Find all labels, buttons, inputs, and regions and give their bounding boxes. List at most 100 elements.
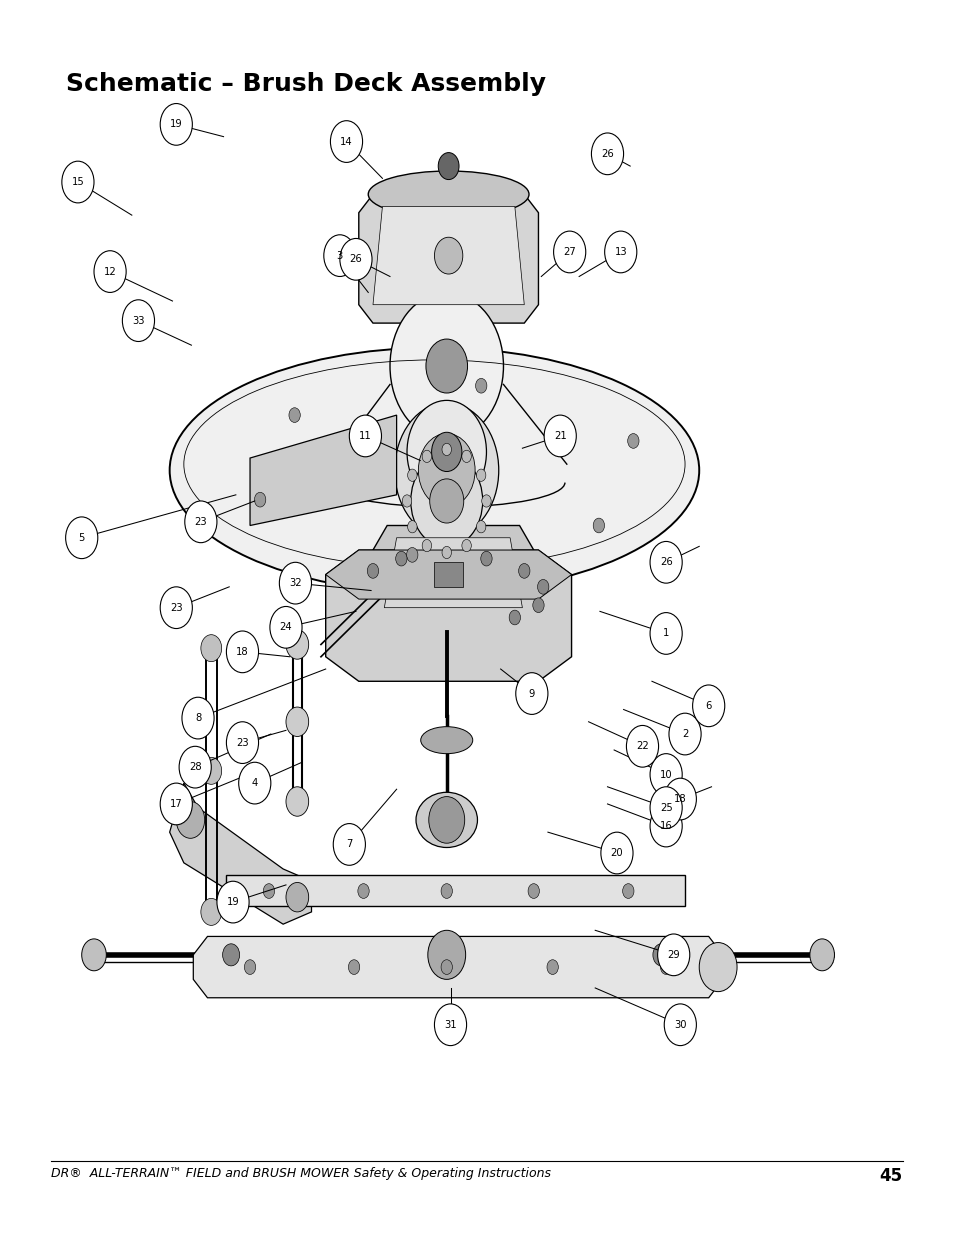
Circle shape xyxy=(182,698,213,739)
Circle shape xyxy=(652,944,669,966)
Circle shape xyxy=(429,479,463,524)
Circle shape xyxy=(201,757,221,784)
Circle shape xyxy=(546,960,558,974)
Circle shape xyxy=(66,517,98,558)
Circle shape xyxy=(201,898,221,925)
Circle shape xyxy=(402,495,412,508)
Text: 23: 23 xyxy=(236,737,249,747)
Text: 1: 1 xyxy=(662,629,669,638)
Circle shape xyxy=(160,104,193,146)
Circle shape xyxy=(537,579,548,594)
Circle shape xyxy=(440,884,452,898)
Text: 26: 26 xyxy=(600,149,613,159)
Polygon shape xyxy=(193,936,722,998)
Circle shape xyxy=(431,432,461,472)
Text: 21: 21 xyxy=(554,431,566,441)
Circle shape xyxy=(434,1004,466,1046)
Circle shape xyxy=(422,540,431,552)
Circle shape xyxy=(622,884,634,898)
Circle shape xyxy=(437,153,458,179)
Circle shape xyxy=(357,884,369,898)
Polygon shape xyxy=(325,550,571,682)
Circle shape xyxy=(226,721,258,763)
Text: 4: 4 xyxy=(252,778,257,788)
Text: 30: 30 xyxy=(674,1020,686,1030)
Circle shape xyxy=(244,960,255,974)
Circle shape xyxy=(323,235,355,277)
Circle shape xyxy=(263,884,274,898)
Ellipse shape xyxy=(170,347,699,593)
Circle shape xyxy=(441,443,451,456)
Circle shape xyxy=(425,340,467,393)
Circle shape xyxy=(160,783,193,825)
Circle shape xyxy=(532,598,543,613)
Text: 22: 22 xyxy=(636,741,648,751)
Text: 19: 19 xyxy=(227,897,239,906)
Text: 24: 24 xyxy=(279,622,292,632)
Polygon shape xyxy=(373,206,524,305)
Circle shape xyxy=(481,495,491,508)
Polygon shape xyxy=(250,415,396,526)
Circle shape xyxy=(657,934,689,976)
Text: 7: 7 xyxy=(346,840,353,850)
Circle shape xyxy=(395,551,407,566)
Circle shape xyxy=(809,939,834,971)
Circle shape xyxy=(348,960,359,974)
Circle shape xyxy=(434,237,462,274)
Circle shape xyxy=(516,673,547,714)
Circle shape xyxy=(179,746,211,788)
Circle shape xyxy=(216,882,249,923)
Circle shape xyxy=(407,469,416,482)
Circle shape xyxy=(286,630,309,659)
Circle shape xyxy=(94,251,126,293)
Circle shape xyxy=(407,521,416,532)
Text: 10: 10 xyxy=(659,769,672,779)
Circle shape xyxy=(604,231,637,273)
Circle shape xyxy=(407,400,486,504)
Circle shape xyxy=(286,708,309,736)
Circle shape xyxy=(626,725,658,767)
Circle shape xyxy=(649,753,681,795)
Circle shape xyxy=(333,824,365,866)
Text: 17: 17 xyxy=(170,799,182,809)
Circle shape xyxy=(461,451,471,462)
Circle shape xyxy=(461,540,471,552)
Text: 18: 18 xyxy=(674,794,686,804)
Text: 23: 23 xyxy=(194,516,207,527)
Circle shape xyxy=(286,787,309,816)
Polygon shape xyxy=(373,526,533,632)
Text: 11: 11 xyxy=(358,431,372,441)
Text: 14: 14 xyxy=(340,137,353,147)
Circle shape xyxy=(543,415,576,457)
Ellipse shape xyxy=(368,170,529,217)
Circle shape xyxy=(476,521,485,532)
Text: 3: 3 xyxy=(336,251,343,261)
Circle shape xyxy=(649,613,681,655)
Text: DR®  ALL-TERRAIN™ FIELD and BRUSH MOWER Safety & Operating Instructions: DR® ALL-TERRAIN™ FIELD and BRUSH MOWER S… xyxy=(51,1167,551,1181)
Text: 12: 12 xyxy=(104,267,116,277)
Text: 8: 8 xyxy=(194,713,201,722)
Circle shape xyxy=(663,778,696,820)
Text: 13: 13 xyxy=(614,247,626,257)
Circle shape xyxy=(649,805,681,847)
Text: 32: 32 xyxy=(289,578,301,588)
Circle shape xyxy=(480,551,492,566)
Text: 31: 31 xyxy=(444,1020,456,1030)
Text: 28: 28 xyxy=(189,762,201,772)
Polygon shape xyxy=(226,876,684,905)
Circle shape xyxy=(411,454,482,547)
Text: 27: 27 xyxy=(562,247,576,257)
Text: 19: 19 xyxy=(170,120,182,130)
Circle shape xyxy=(627,433,639,448)
Ellipse shape xyxy=(699,942,737,992)
Circle shape xyxy=(591,133,623,174)
Text: 26: 26 xyxy=(349,254,362,264)
Text: 6: 6 xyxy=(705,700,711,711)
Circle shape xyxy=(406,547,417,562)
Circle shape xyxy=(427,930,465,979)
Text: 5: 5 xyxy=(78,532,85,542)
Circle shape xyxy=(475,378,486,393)
Circle shape xyxy=(422,451,431,462)
Circle shape xyxy=(176,802,205,839)
Circle shape xyxy=(649,541,681,583)
